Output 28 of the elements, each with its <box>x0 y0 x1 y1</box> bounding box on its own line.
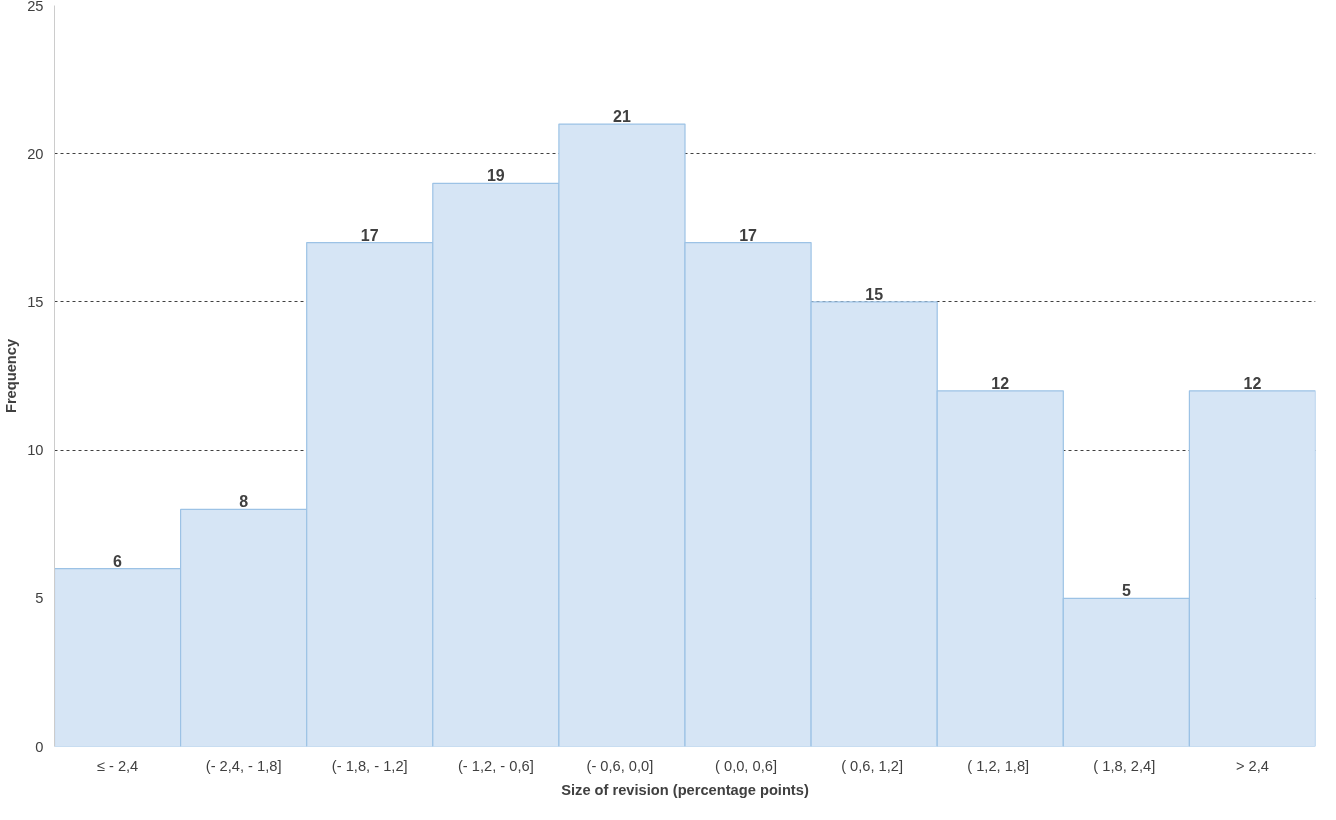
y-tick-label: 25 <box>27 0 44 14</box>
y-axis-title: Frequency <box>3 338 20 414</box>
data-label: 6 <box>113 552 123 570</box>
x-tick-label: (- 1,8, - 1,2] <box>331 757 408 774</box>
data-label: 17 <box>360 226 379 244</box>
x-tick-label: ( 0,6, 1,2] <box>841 757 904 774</box>
y-tick-label: 5 <box>35 590 44 607</box>
y-tick-label: 20 <box>27 145 44 162</box>
x-tick-label: ( 1,8, 2,4] <box>1093 757 1156 774</box>
y-tick-label: 10 <box>27 442 44 459</box>
x-tick-label: (- 2,4, - 1,8] <box>205 757 282 774</box>
x-tick-label: (- 0,6, 0,0] <box>586 757 654 774</box>
x-tick-label: ( 0,0, 0,6] <box>715 757 777 774</box>
data-label: 12 <box>991 374 1010 392</box>
y-tick-label: 0 <box>35 738 44 755</box>
x-tick-label: ≤ - 2,4 <box>96 757 139 774</box>
x-tick-label: (- 1,2, - 0,6] <box>457 757 534 774</box>
data-label: 12 <box>1243 374 1262 392</box>
y-tick-label: 15 <box>27 293 44 310</box>
data-label: 21 <box>613 108 631 126</box>
x-tick-label: ( 1,2, 1,8] <box>967 757 1030 774</box>
data-label: 19 <box>486 167 505 185</box>
data-label: 5 <box>1121 582 1131 600</box>
data-label: 8 <box>239 493 249 511</box>
data-label: 17 <box>739 226 758 244</box>
data-label: 15 <box>865 285 884 303</box>
x-tick-label: > 2,4 <box>1235 757 1269 774</box>
x-axis-title: Size of revision (percentage points) <box>561 781 809 798</box>
